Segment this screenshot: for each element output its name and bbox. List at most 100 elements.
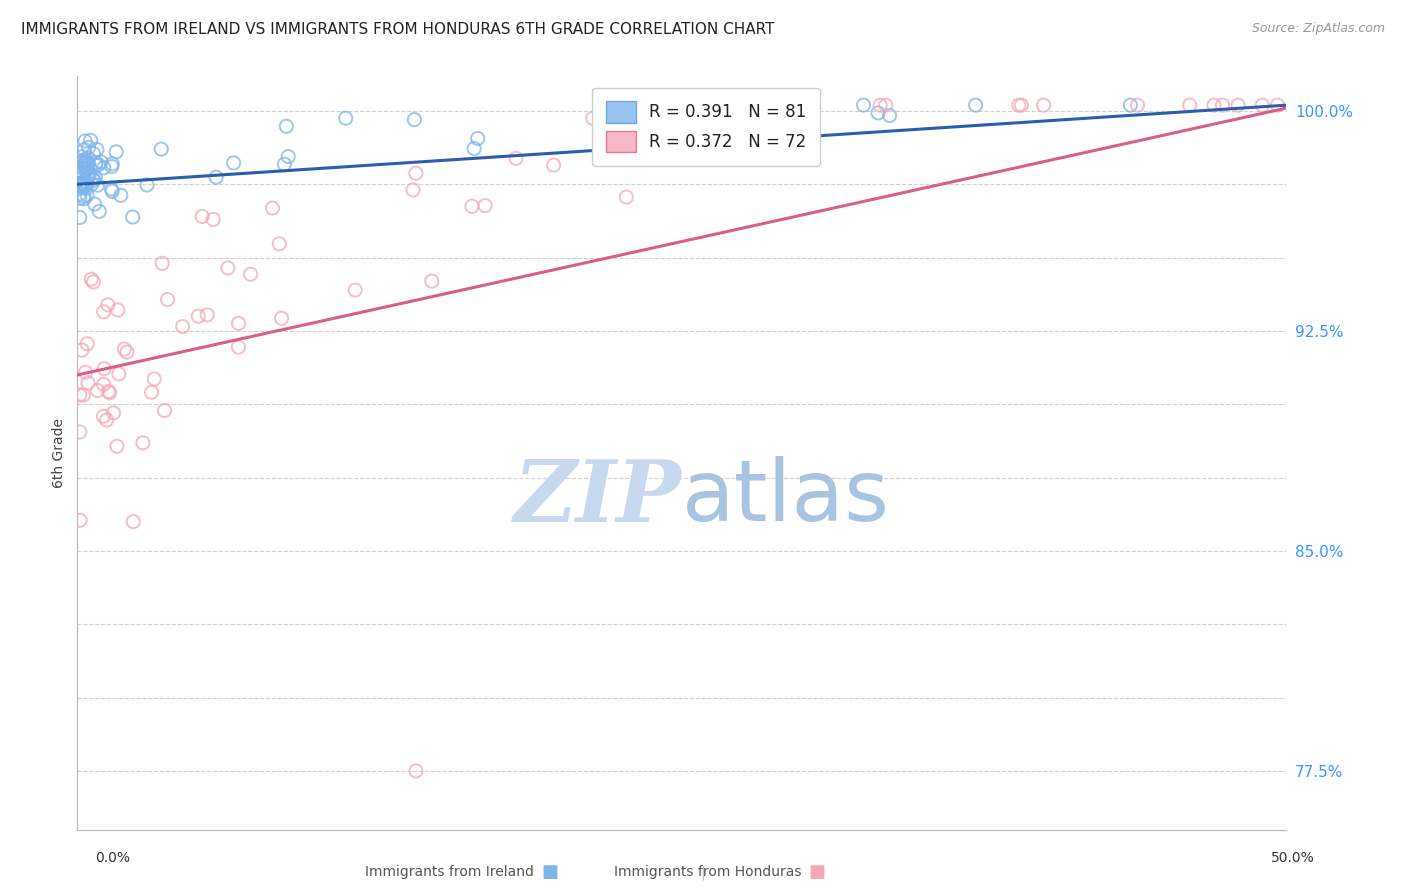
- Point: [69, 170, 91, 185]
- Point: [87, 158, 110, 172]
- Point: [467, 131, 489, 145]
- Point: [191, 210, 214, 224]
- Text: 50.0%: 50.0%: [1271, 851, 1315, 865]
- Point: [77, 140, 100, 154]
- Point: [97, 384, 120, 399]
- Point: [108, 367, 131, 381]
- Point: [75, 155, 97, 169]
- Y-axis label: 6th Grade: 6th Grade: [52, 417, 66, 488]
- Point: [70, 177, 93, 191]
- Point: [273, 157, 295, 171]
- Point: [76, 157, 98, 171]
- Point: [97, 298, 120, 312]
- Point: [76, 336, 98, 351]
- Point: [69, 163, 91, 178]
- Point: [1227, 98, 1250, 112]
- Point: [72, 178, 94, 192]
- Point: [1011, 98, 1033, 112]
- Point: [83, 173, 105, 187]
- Point: [76, 188, 98, 202]
- Point: [405, 166, 427, 180]
- Point: [83, 197, 105, 211]
- Point: [110, 188, 132, 202]
- Legend: R = 0.391   N = 81, R = 0.372   N = 72: R = 0.391 N = 81, R = 0.372 N = 72: [592, 88, 820, 166]
- Point: [344, 283, 367, 297]
- Point: [84, 170, 107, 185]
- Point: [101, 157, 124, 171]
- Point: [463, 142, 485, 156]
- Point: [132, 435, 155, 450]
- Point: [96, 413, 118, 427]
- Point: [69, 156, 91, 170]
- Point: [228, 340, 250, 354]
- Point: [82, 171, 104, 186]
- Point: [420, 274, 443, 288]
- Point: [75, 153, 97, 167]
- Point: [633, 98, 655, 112]
- Point: [1267, 98, 1289, 112]
- Point: [228, 317, 250, 331]
- Text: Source: ZipAtlas.com: Source: ZipAtlas.com: [1251, 22, 1385, 36]
- Point: [474, 199, 496, 213]
- Point: [141, 385, 163, 400]
- Point: [222, 156, 245, 170]
- Point: [277, 149, 299, 163]
- Point: [770, 124, 793, 138]
- Point: [70, 150, 93, 164]
- Text: Immigrants from Ireland: Immigrants from Ireland: [366, 865, 534, 880]
- Point: [122, 515, 145, 529]
- Point: [1119, 98, 1142, 112]
- Point: [239, 267, 262, 281]
- Point: [76, 176, 98, 190]
- Point: [105, 145, 128, 159]
- Point: [73, 174, 96, 188]
- Point: [143, 372, 166, 386]
- Point: [77, 376, 100, 390]
- Point: [93, 361, 115, 376]
- Point: [1211, 98, 1233, 112]
- Point: [869, 98, 891, 112]
- Point: [77, 166, 100, 180]
- Point: [86, 384, 108, 398]
- Point: [69, 211, 91, 225]
- Point: [69, 192, 91, 206]
- Point: [70, 343, 93, 357]
- Point: [616, 190, 638, 204]
- Point: [965, 98, 987, 112]
- Point: [187, 309, 209, 323]
- Point: [76, 161, 98, 176]
- Text: ZIP: ZIP: [515, 456, 682, 540]
- Point: [69, 425, 91, 439]
- Point: [754, 117, 776, 131]
- Point: [75, 134, 97, 148]
- Text: |: |: [700, 865, 706, 880]
- Point: [101, 160, 124, 174]
- Point: [612, 151, 634, 165]
- Point: [89, 204, 111, 219]
- Point: [73, 192, 96, 206]
- Point: [79, 167, 101, 181]
- Point: [69, 388, 91, 402]
- Point: [405, 764, 427, 778]
- Point: [72, 181, 94, 195]
- Point: [69, 513, 91, 527]
- Point: [582, 112, 605, 126]
- Point: [121, 210, 143, 224]
- Point: [69, 164, 91, 178]
- Point: [270, 311, 292, 326]
- Point: [150, 256, 173, 270]
- Text: IMMIGRANTS FROM IRELAND VS IMMIGRANTS FROM HONDURAS 6TH GRADE CORRELATION CHART: IMMIGRANTS FROM IRELAND VS IMMIGRANTS FR…: [21, 22, 775, 37]
- Point: [77, 151, 100, 165]
- Point: [205, 170, 228, 185]
- Point: [609, 98, 631, 112]
- Point: [100, 182, 122, 196]
- Point: [86, 178, 108, 193]
- Point: [80, 272, 103, 286]
- Text: atlas: atlas: [682, 457, 890, 540]
- Point: [505, 152, 527, 166]
- Point: [82, 275, 104, 289]
- Point: [93, 409, 115, 424]
- Point: [1032, 98, 1054, 112]
- Point: [72, 161, 94, 176]
- Point: [75, 365, 97, 379]
